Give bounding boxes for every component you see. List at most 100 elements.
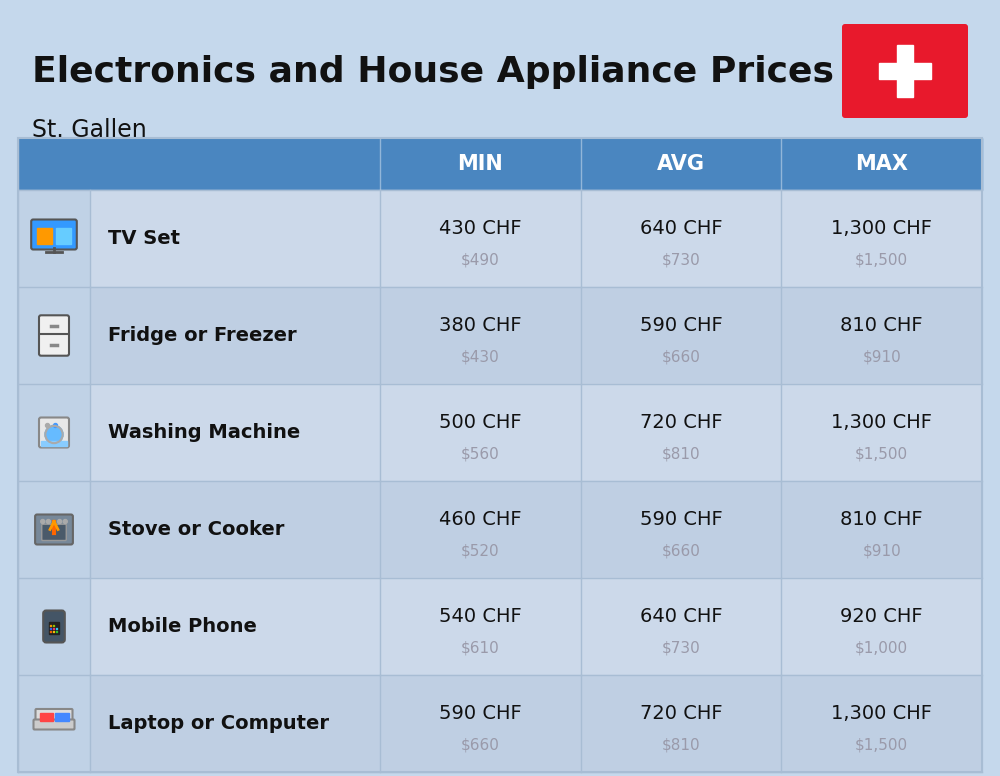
Bar	[90, 287, 380, 384]
Circle shape	[54, 424, 58, 428]
Bar	[18, 190, 90, 287]
Text: 460 CHF: 460 CHF	[439, 511, 522, 529]
Text: 720 CHF: 720 CHF	[640, 705, 722, 723]
Bar	[49, 622, 59, 633]
Text: 1,300 CHF: 1,300 CHF	[831, 220, 932, 238]
Bar	[581, 190, 781, 287]
Text: Washing Machine: Washing Machine	[108, 423, 300, 442]
Bar	[18, 675, 90, 772]
Text: 430 CHF: 430 CHF	[439, 220, 522, 238]
Text: Fridge or Freezer: Fridge or Freezer	[108, 326, 297, 345]
Bar	[781, 287, 982, 384]
Text: $810: $810	[662, 737, 700, 753]
Text: Stove or Cooker: Stove or Cooker	[108, 520, 284, 539]
Circle shape	[46, 519, 50, 524]
Circle shape	[45, 426, 63, 443]
Text: 810 CHF: 810 CHF	[840, 511, 923, 529]
Bar	[90, 578, 380, 675]
Text: 640 CHF: 640 CHF	[640, 220, 722, 238]
Text: 720 CHF: 720 CHF	[640, 414, 722, 432]
Text: 810 CHF: 810 CHF	[840, 317, 923, 335]
Bar	[37, 227, 52, 244]
Text: 920 CHF: 920 CHF	[840, 608, 923, 626]
Text: MAX: MAX	[855, 154, 908, 174]
Circle shape	[58, 519, 62, 524]
Text: $660: $660	[461, 737, 500, 753]
Text: $610: $610	[461, 640, 500, 656]
Text: $490: $490	[461, 252, 500, 268]
Text: $660: $660	[662, 543, 700, 559]
Text: MIN: MIN	[457, 154, 503, 174]
FancyBboxPatch shape	[39, 417, 69, 448]
Text: $910: $910	[862, 543, 901, 559]
Text: Laptop or Computer: Laptop or Computer	[108, 714, 329, 733]
Bar	[781, 190, 982, 287]
Bar	[18, 481, 90, 578]
Text: $730: $730	[662, 640, 700, 656]
Circle shape	[63, 519, 67, 524]
Bar	[380, 675, 581, 772]
Bar	[581, 481, 781, 578]
Circle shape	[41, 519, 45, 524]
Bar	[18, 287, 90, 384]
Text: $660: $660	[662, 349, 700, 365]
Text: Mobile Phone: Mobile Phone	[108, 617, 257, 636]
Text: AVG: AVG	[657, 154, 705, 174]
Text: 500 CHF: 500 CHF	[439, 414, 522, 432]
Bar	[55, 713, 68, 720]
Bar	[90, 481, 380, 578]
FancyBboxPatch shape	[43, 611, 65, 643]
Text: St. Gallen: St. Gallen	[32, 118, 147, 142]
FancyBboxPatch shape	[35, 514, 73, 545]
Bar	[380, 384, 581, 481]
Bar	[781, 384, 982, 481]
Text: $430: $430	[461, 349, 500, 365]
Bar	[56, 227, 71, 244]
Text: $560: $560	[461, 446, 500, 462]
Text: 590 CHF: 590 CHF	[640, 317, 722, 335]
Bar	[380, 578, 581, 675]
Text: 640 CHF: 640 CHF	[640, 608, 722, 626]
Text: 590 CHF: 590 CHF	[439, 705, 522, 723]
FancyBboxPatch shape	[36, 709, 72, 725]
Text: 1,300 CHF: 1,300 CHF	[831, 705, 932, 723]
Text: $520: $520	[461, 543, 500, 559]
Text: TV Set: TV Set	[108, 229, 180, 248]
Bar	[581, 578, 781, 675]
Bar	[897, 45, 913, 97]
Bar	[781, 481, 982, 578]
Text: $910: $910	[862, 349, 901, 365]
Bar	[380, 481, 581, 578]
Bar	[18, 578, 90, 675]
Text: $730: $730	[662, 252, 700, 268]
Bar	[581, 287, 781, 384]
Bar	[781, 578, 982, 675]
Text: $1,500: $1,500	[855, 446, 908, 462]
Bar	[18, 384, 90, 481]
Text: 1,300 CHF: 1,300 CHF	[831, 414, 932, 432]
FancyBboxPatch shape	[31, 220, 77, 250]
Bar	[581, 675, 781, 772]
Text: $810: $810	[662, 446, 700, 462]
Bar	[90, 675, 380, 772]
Bar	[581, 384, 781, 481]
Bar	[380, 287, 581, 384]
FancyBboxPatch shape	[42, 525, 66, 541]
FancyBboxPatch shape	[842, 24, 968, 118]
Text: 380 CHF: 380 CHF	[439, 317, 522, 335]
Bar	[781, 675, 982, 772]
Text: 590 CHF: 590 CHF	[640, 511, 722, 529]
Text: $1,500: $1,500	[855, 737, 908, 753]
Bar	[18, 138, 982, 190]
FancyBboxPatch shape	[34, 719, 74, 729]
Text: 540 CHF: 540 CHF	[439, 608, 522, 626]
Bar	[18, 138, 982, 772]
Bar	[380, 190, 581, 287]
Bar	[41, 441, 67, 445]
Bar	[879, 63, 931, 79]
Circle shape	[46, 424, 50, 428]
Text: $1,000: $1,000	[855, 640, 908, 656]
Text: Electronics and House Appliance Prices: Electronics and House Appliance Prices	[32, 55, 834, 89]
Bar	[40, 713, 53, 720]
Bar	[90, 190, 380, 287]
